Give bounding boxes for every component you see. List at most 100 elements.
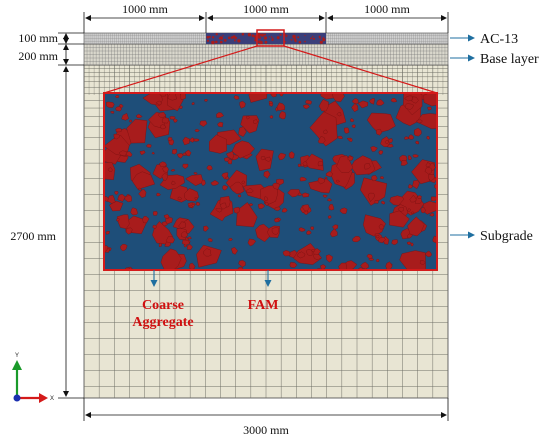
coarse-aggregate <box>432 235 437 244</box>
coarse-aggregate <box>323 129 328 134</box>
zoom-highlight-box <box>256 29 285 47</box>
coarse-aggregate <box>406 241 412 246</box>
coarse-aggregate <box>302 161 308 167</box>
coarse-aggregate <box>374 199 379 204</box>
coarse-aggregate <box>121 113 129 121</box>
coarse-aggregate <box>400 160 408 166</box>
coarse-aggregate <box>322 194 328 198</box>
coarse-aggregate <box>255 148 274 171</box>
coarse-aggregate <box>162 166 169 173</box>
surface-aggregate <box>294 39 297 43</box>
coarse-aggregate <box>241 180 246 184</box>
coarse-aggregate <box>173 118 178 123</box>
coarse-aggregate <box>350 118 355 123</box>
coarse-aggregate <box>272 182 281 190</box>
coarse-aggregate <box>336 179 340 183</box>
coarse-aggregate <box>206 165 213 171</box>
coarse-aggregate <box>208 134 227 154</box>
coarse-aggregate <box>289 261 298 269</box>
coarse-aggregate <box>389 210 410 228</box>
coarse-aggregate <box>310 226 315 231</box>
coarse-aggregate <box>397 206 404 212</box>
coarse-aggregate <box>194 197 199 201</box>
coarse-aggregate <box>115 128 122 133</box>
coarse-aggregate <box>404 136 409 140</box>
coarse-aggregate <box>188 204 194 208</box>
coarse-aggregate <box>203 225 209 232</box>
coarse-aggregate <box>408 134 414 140</box>
surface-aggregate <box>297 36 300 39</box>
coarse-aggregate <box>105 101 115 108</box>
coarse-aggregate <box>263 196 269 202</box>
surface-aggregate <box>260 33 264 37</box>
coarse-aggregate <box>276 102 286 111</box>
coarse-aggregate <box>169 116 176 120</box>
label-base-layer: Base layer <box>480 52 539 67</box>
coarse-aggregate <box>404 103 414 110</box>
coarse-aggregate <box>180 231 189 238</box>
coarse-aggregate <box>114 191 119 195</box>
coarse-aggregate <box>279 111 286 120</box>
surface-aggregate <box>223 39 227 42</box>
label-fam: FAM <box>248 298 279 313</box>
coarse-aggregate <box>327 215 332 219</box>
zoom-frame <box>103 92 438 271</box>
coarse-aggregate <box>193 172 198 175</box>
coarse-aggregate <box>265 156 271 162</box>
coarse-aggregate <box>429 212 435 217</box>
coarse-aggregate <box>407 233 413 239</box>
coarse-aggregate <box>226 150 235 160</box>
coarse-aggregate <box>309 111 338 147</box>
surface-aggregate <box>312 37 315 40</box>
coarse-aggregate <box>325 170 334 178</box>
coarse-aggregate <box>165 235 175 244</box>
coarse-aggregate <box>120 244 128 252</box>
surface-aggregate <box>271 38 274 42</box>
dim-top-left: 1000 mm <box>122 2 168 16</box>
coarse-aggregate <box>158 111 167 118</box>
coarse-aggregate <box>195 201 201 206</box>
coarse-aggregate <box>158 242 162 248</box>
coarse-aggregate <box>409 194 417 203</box>
dim-left-base: 200 mm <box>18 49 58 63</box>
coarse-aggregate <box>390 97 397 103</box>
coarse-aggregate <box>306 230 312 235</box>
coarse-aggregate <box>194 128 200 133</box>
label-coarse-line2: Aggregate <box>132 315 193 330</box>
coarse-aggregate <box>407 216 425 237</box>
coarse-aggregate <box>257 203 265 209</box>
surface-aggregate <box>211 36 215 39</box>
coarse-aggregate <box>182 136 191 146</box>
surface-aggregate <box>319 40 323 44</box>
coarse-aggregate <box>351 103 359 113</box>
coarse-aggregate <box>222 184 229 191</box>
coarse-aggregate <box>151 151 155 155</box>
coarse-aggregate <box>171 180 176 185</box>
coarse-aggregate <box>116 218 120 222</box>
coarse-aggregate <box>135 113 143 119</box>
coarse-aggregate <box>229 181 245 195</box>
coarse-aggregate <box>231 247 238 255</box>
coarse-aggregate <box>161 173 168 181</box>
coarse-aggregate <box>317 177 325 185</box>
coarse-aggregate <box>271 227 280 235</box>
coarse-aggregate <box>425 162 431 168</box>
coarse-aggregate <box>200 179 206 186</box>
coarse-aggregate <box>107 194 116 204</box>
coarse-aggregate <box>305 249 313 256</box>
coarse-aggregate <box>110 110 115 114</box>
coarse-aggregate <box>360 261 369 270</box>
coarse-aggregate <box>269 115 274 119</box>
coarse-aggregate <box>317 136 326 144</box>
coarse-aggregate <box>130 207 138 216</box>
coarse-aggregate <box>380 200 386 205</box>
surface-aggregate <box>268 36 270 38</box>
coarse-aggregate <box>305 99 312 105</box>
coarse-aggregate <box>370 175 378 182</box>
surface-aggregate <box>251 34 255 38</box>
coarse-aggregate <box>228 237 233 242</box>
dim-top-middle: 1000 mm <box>243 2 289 16</box>
axis-triad: Y X <box>12 353 54 403</box>
coarse-aggregate <box>412 180 420 189</box>
